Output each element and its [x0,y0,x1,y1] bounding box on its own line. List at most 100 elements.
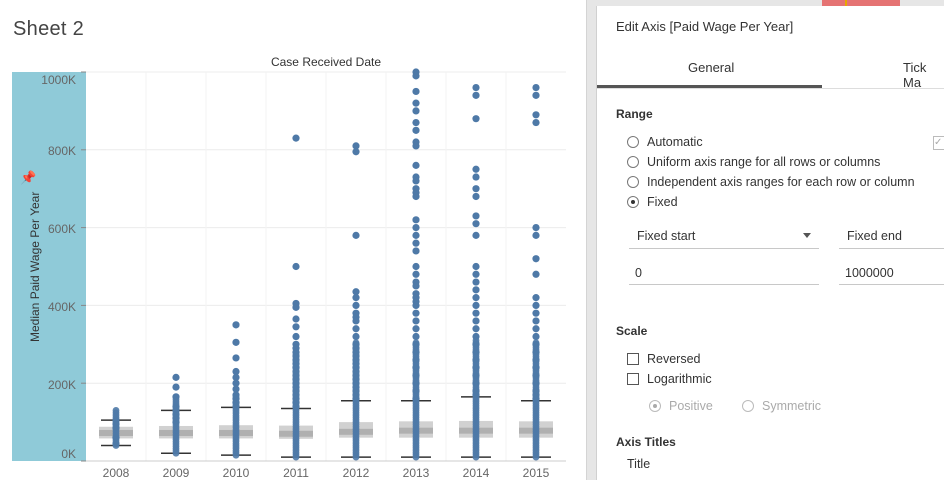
data-point [472,262,480,271]
data-point [292,134,300,142]
data-point [472,192,480,201]
data-point [412,126,420,134]
fixed-start-dropdown[interactable]: Fixed start [629,224,819,249]
data-point [412,72,420,80]
radio-label: Fixed [647,195,678,209]
radio-button[interactable] [627,156,639,168]
data-point [532,332,540,341]
data-point [412,216,420,224]
data-point [532,224,540,232]
input-value: 1000000 [845,266,894,280]
data-point [412,282,420,290]
boxplot-chart[interactable]: 2008 2009 2010 2011 2012 2013 2014 2015 [0,0,586,480]
data-point [472,212,480,220]
worksheet: Sheet 2 Case Received Date 📌 Median Paid… [0,0,587,480]
data-point [472,91,480,99]
data-point [472,317,480,325]
data-point [412,224,420,232]
sheet-title: Sheet 2 [13,18,85,40]
reversed-checkbox[interactable]: Reversed [627,350,701,368]
data-point [472,270,480,278]
data-point [352,301,360,309]
data-point [472,220,480,228]
data-point [532,301,540,309]
x-tick-label: 2010 [223,466,250,480]
data-point [412,142,420,150]
data-point [532,317,540,325]
radio-positive: Positive [649,397,713,415]
data-point [352,231,360,239]
dropdown-label: Fixed start [637,229,696,243]
data-point [352,288,360,296]
data-point [472,165,480,173]
dialog-tabs: General Tick Ma [597,54,944,90]
data-point [532,231,540,239]
y-tick-label: 200K [47,378,76,392]
tab-tick-marks[interactable]: Tick Ma [903,60,927,90]
data-point [352,294,360,302]
radio-button[interactable] [627,136,639,148]
checkbox[interactable] [627,373,639,385]
radio-label: Independent axis ranges for each row or … [647,175,915,189]
fixed-end-input[interactable]: 1000000 [839,260,944,285]
axis-titles-heading: Axis Titles [616,435,676,449]
logarithmic-checkbox[interactable]: Logarithmic [627,370,712,388]
data-point [412,192,420,201]
data-point [232,373,240,381]
data-point [532,91,540,99]
data-point [472,173,480,181]
data-point [292,332,300,341]
data-point [232,385,240,393]
data-point [232,321,240,329]
active-tab-indicator [597,85,822,88]
radio-button[interactable] [627,196,639,208]
x-tick-label: 2008 [103,466,130,480]
pin-icon[interactable]: 📌 [20,170,37,185]
data-point [532,111,540,119]
data-point [532,309,540,317]
data-point [412,177,420,185]
checkbox[interactable] [627,353,639,365]
data-point [352,317,360,325]
data-point [412,231,420,239]
range-heading: Range [616,107,653,121]
radio-fixed[interactable]: Fixed [627,193,678,211]
fixed-start-input[interactable]: 0 [629,260,819,285]
edit-axis-dialog: Edit Axis [Paid Wage Per Year] General T… [596,6,944,480]
radio-button[interactable] [627,176,639,188]
data-point [112,407,120,414]
data-point [472,115,480,123]
fixed-end-dropdown[interactable]: Fixed end [839,224,944,249]
x-tick-label: 2012 [343,466,370,480]
checkbox-label: Reversed [647,352,701,366]
column-header[interactable]: Case Received Date [270,55,382,69]
data-point [232,338,240,346]
data-point [412,301,420,309]
radio-independent[interactable]: Independent axis ranges for each row or … [627,173,915,191]
y-tick-label: 600K [47,222,76,236]
radio-automatic[interactable]: Automatic [627,133,703,151]
data-point [412,325,420,333]
data-point [412,262,420,271]
data-point [412,107,420,115]
data-point [412,118,420,127]
y-tick-label: 1000K [41,73,76,87]
data-point [412,309,420,317]
data-point [172,373,180,381]
tab-general[interactable]: General [688,60,735,75]
data-point [412,332,420,341]
data-point [472,278,480,286]
y-axis-band[interactable] [12,72,86,461]
data-point [232,393,240,401]
scale-heading: Scale [616,324,648,338]
x-tick-label: 2015 [523,466,550,480]
data-point [172,383,180,391]
window-tab-marker [845,0,847,6]
radio-label: Positive [669,399,713,413]
radio-label: Symmetric [762,399,822,413]
data-point [472,309,480,317]
radio-uniform[interactable]: Uniform axis range for all rows or colum… [627,153,880,171]
include-zero-checkbox[interactable]: ✓ [933,136,944,150]
x-tick-label: 2014 [463,466,490,480]
chevron-down-icon [803,233,811,238]
